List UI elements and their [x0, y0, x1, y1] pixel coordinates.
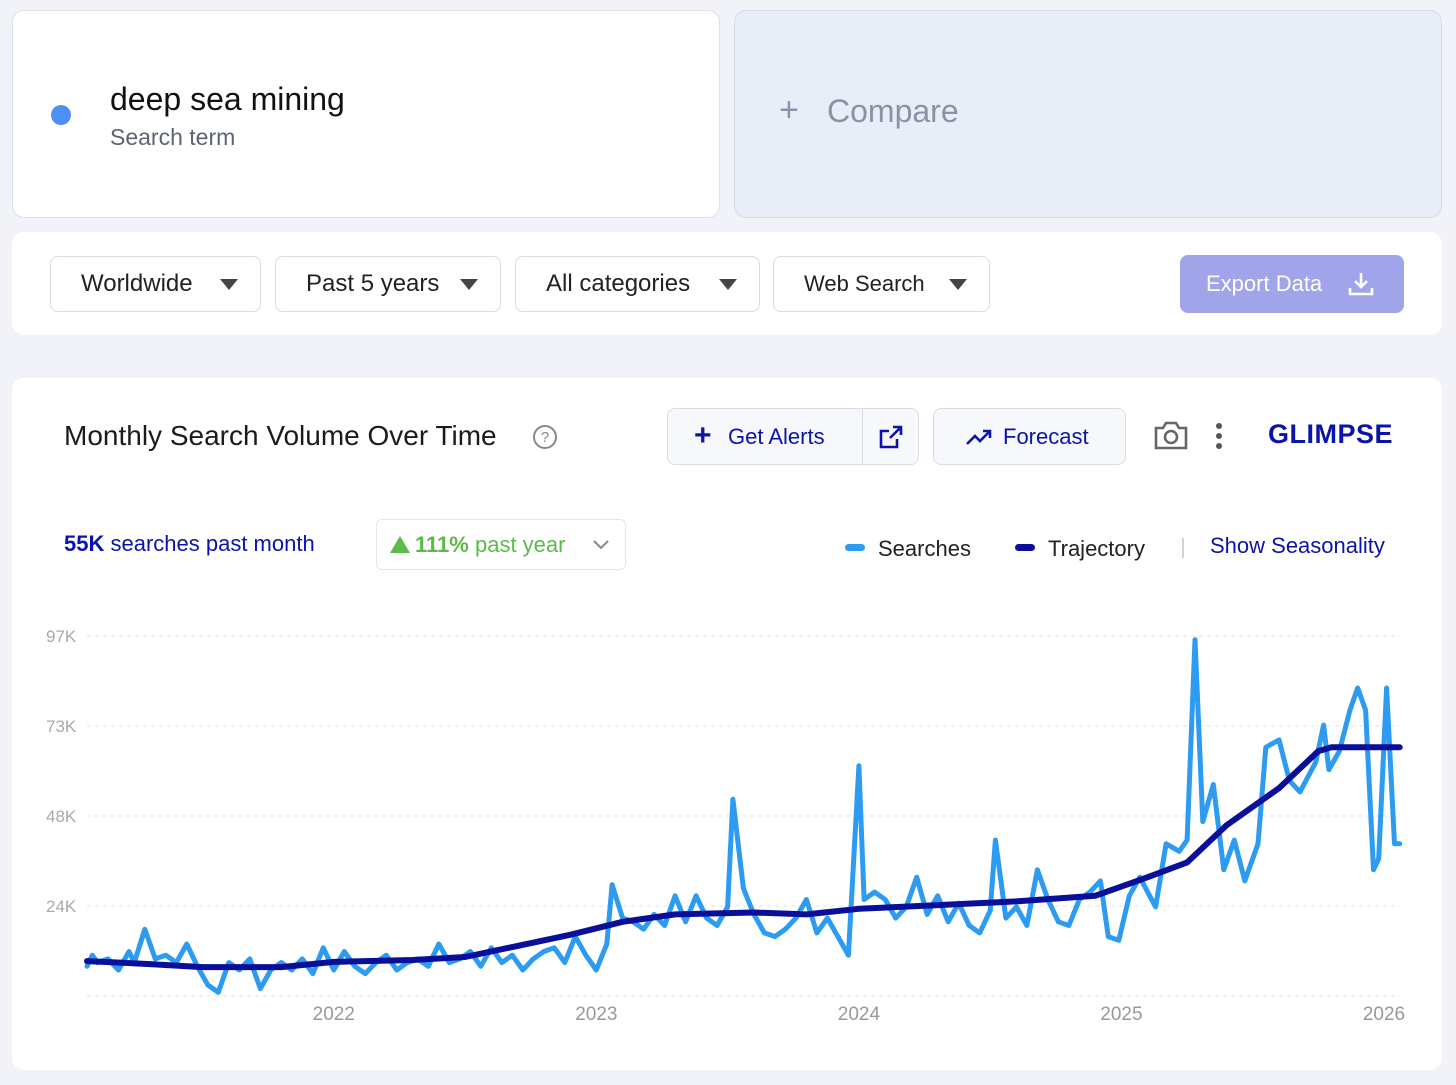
caret [949, 279, 967, 290]
filter[interactable]: Worldwide [50, 256, 261, 312]
change-text: past year [474, 532, 566, 557]
x-tick-label: 2025 [1100, 1004, 1142, 1025]
y-tick-label: 24K [46, 897, 77, 916]
change: 111% [415, 532, 469, 557]
x-tick-label: 2023 [575, 1004, 617, 1025]
logo: GLIMPSE [1268, 419, 1394, 449]
menu-icon[interactable] [1212, 422, 1226, 450]
series-line [84, 637, 1403, 995]
forecast-button[interactable]: Forecast [933, 408, 1126, 465]
caret [719, 279, 737, 290]
legend-swatch [1015, 544, 1035, 551]
change-box[interactable]: 111% past year [376, 519, 626, 570]
term-kind: Search term [110, 124, 236, 150]
legend-label: Trajectory [1048, 536, 1145, 561]
filter-label: Past 5 years [306, 270, 440, 297]
x-tick-label: 2026 [1363, 1004, 1405, 1025]
legend-label: Searches [878, 536, 971, 561]
open-icon[interactable] [879, 425, 903, 449]
camera-icon[interactable] [1154, 420, 1188, 450]
export-label: Export Data [1206, 271, 1323, 296]
filter-label: Worldwide [81, 270, 193, 297]
svg-text:?: ? [541, 429, 549, 446]
term-card: deep sea mining Search term [12, 10, 720, 218]
compare: Compare [827, 93, 959, 129]
up-triangle [390, 536, 410, 553]
x-tick-label: 2024 [838, 1004, 881, 1025]
trend-icon [966, 429, 992, 445]
alerts-label: Get Alerts [728, 424, 825, 449]
y-tick-label: 48K [46, 807, 77, 826]
chevron [593, 540, 609, 550]
filter[interactable]: Web Search [773, 256, 990, 312]
volume-stat: 55K searches past month [64, 531, 315, 557]
alerts-button[interactable]: + Get Alerts [667, 408, 919, 465]
term: deep sea mining [110, 81, 345, 117]
forecast-label: Forecast [1003, 424, 1089, 449]
caret [460, 279, 478, 290]
chart-title: Monthly Search Volume Over Time [64, 420, 497, 451]
seasonality-link[interactable]: Show Seasonality [1210, 533, 1385, 558]
volume: 55K [64, 531, 105, 556]
x-tick-label: 2022 [313, 1004, 355, 1025]
filter[interactable]: All categories [515, 256, 760, 312]
export-button[interactable]: Export Data [1180, 255, 1404, 313]
help-icon[interactable]: ? [532, 424, 558, 450]
compare-plus: + [779, 91, 799, 129]
y-tick-label: 73K [46, 717, 77, 736]
legend: Searches Trajectory [845, 536, 1184, 561]
filter-label: Web Search [804, 271, 925, 296]
legend-swatch [845, 544, 865, 551]
series-line [84, 744, 1403, 971]
filter-label: All categories [546, 270, 691, 297]
chart: 24K 48K 73K 97K 2022 2023 2024 2025 2026 [46, 627, 1405, 1025]
y-tick-label: 97K [46, 627, 77, 646]
compare-card[interactable]: + Compare [734, 10, 1442, 218]
caret [220, 279, 238, 290]
series-dot [51, 105, 71, 125]
chart-card: Monthly Search Volume Over Time ? 55K se… [12, 378, 1442, 1070]
filter[interactable]: Past 5 years [275, 256, 501, 312]
volume-text: searches past month [110, 531, 315, 556]
download-icon [1348, 273, 1374, 296]
